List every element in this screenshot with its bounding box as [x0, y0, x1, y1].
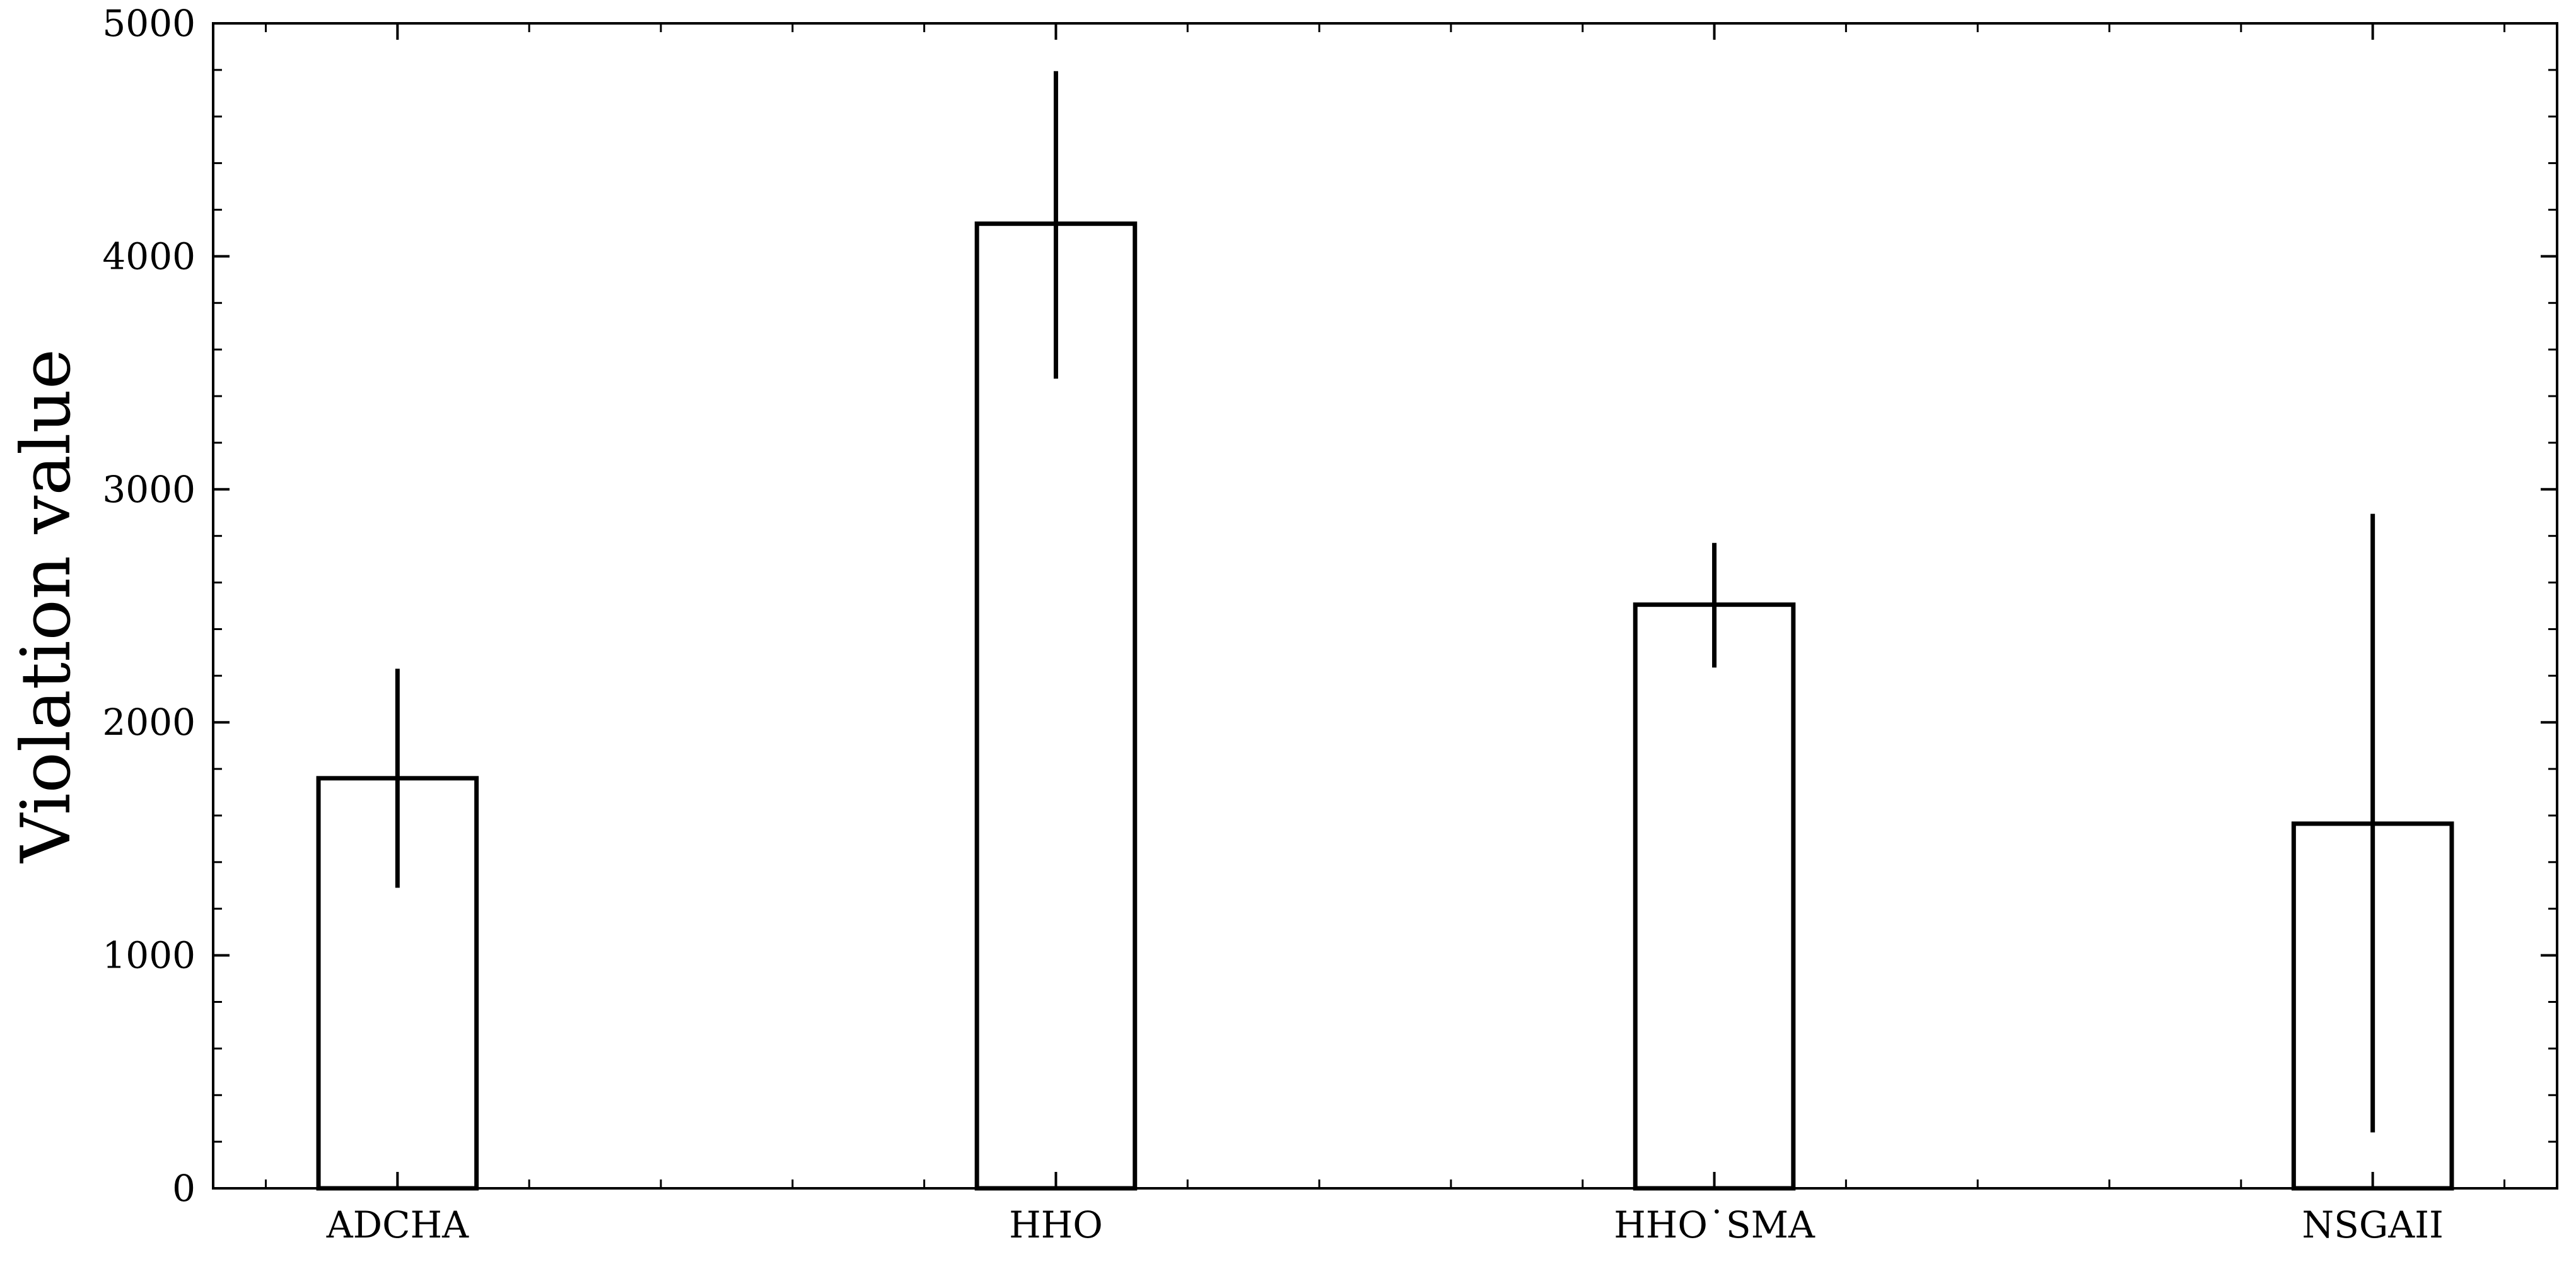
- bars-layer: [316, 221, 2454, 1191]
- x-tick-label-0: ADCHA: [326, 1203, 469, 1246]
- y-tick-label-1: 1000: [102, 934, 195, 977]
- x-tick-label-3: NSGAII: [2302, 1203, 2444, 1246]
- y-tick-label-4: 4000: [102, 235, 195, 278]
- y-tick-labels: 0 1000 2000 3000 4000 5000: [102, 2, 195, 1210]
- errorbars-layer: [395, 71, 2375, 1133]
- x-tick-label-1: HHO: [1009, 1203, 1103, 1246]
- y-tick-label-3: 3000: [102, 468, 195, 511]
- y-tick-label-5: 5000: [102, 2, 195, 45]
- plot-frame: [212, 22, 2558, 1190]
- x-tick-label-2: HHO˙SMA: [1614, 1203, 1815, 1246]
- ticks-layer: [213, 22, 2557, 1190]
- y-tick-label-0: 0: [172, 1167, 195, 1210]
- y-axis-label: Violation value: [7, 349, 86, 864]
- y-tick-label-2: 2000: [102, 701, 195, 744]
- x-tick-labels: ADCHA HHO HHO˙SMA NSGAII: [326, 1203, 2444, 1246]
- bar-2: [1633, 602, 1796, 1191]
- bar-1: [974, 221, 1138, 1191]
